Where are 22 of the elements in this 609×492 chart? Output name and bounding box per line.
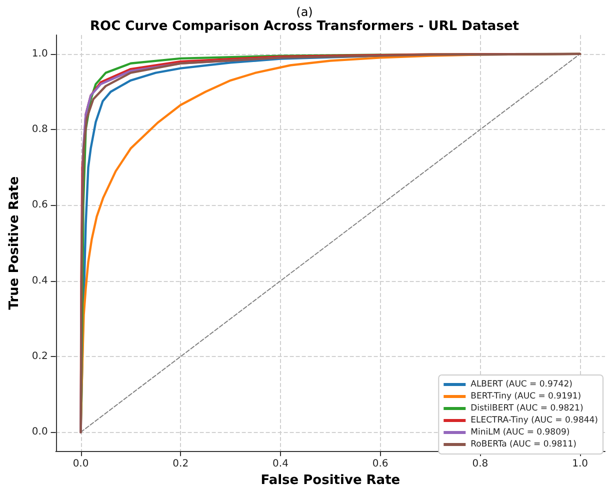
legend-label: RoBERTa (AUC = 0.9811) (470, 440, 576, 450)
legend-label: BERT-Tiny (AUC = 0.9191) (470, 392, 582, 402)
y-tick-label: 0.0 (32, 426, 48, 438)
y-tick-label: 0.2 (32, 351, 48, 362)
x-axis-title: False Positive Rate (260, 473, 400, 488)
legend-label: ALBERT (AUC = 0.9742) (470, 380, 572, 390)
x-tick-label: 0.4 (272, 458, 288, 470)
x-tick-label: 0.2 (172, 458, 189, 470)
y-tick-label: 0.8 (32, 124, 48, 136)
legend-label: ELECTRA-Tiny (AUC = 0.9844) (470, 416, 598, 426)
legend-label: DistilBERT (AUC = 0.9821) (470, 404, 584, 414)
text: (a) (296, 5, 313, 19)
y-tick-label: 0.6 (32, 200, 48, 211)
y-tick-label: 0.4 (32, 275, 48, 286)
y-tick-label: 1.0 (32, 48, 48, 60)
x-tick-label: 0.8 (472, 458, 488, 470)
y-axis-title: True Positive Rate (7, 176, 22, 310)
x-tick-label: 0.0 (72, 458, 89, 470)
x-tick-label: 1.0 (572, 458, 588, 470)
x-tick-label: 0.6 (372, 458, 388, 470)
chart-title: ROC Curve Comparison Across Transformers - URL Dataset (90, 19, 519, 34)
legend-label: MiniLM (AUC = 0.9809) (470, 428, 570, 438)
